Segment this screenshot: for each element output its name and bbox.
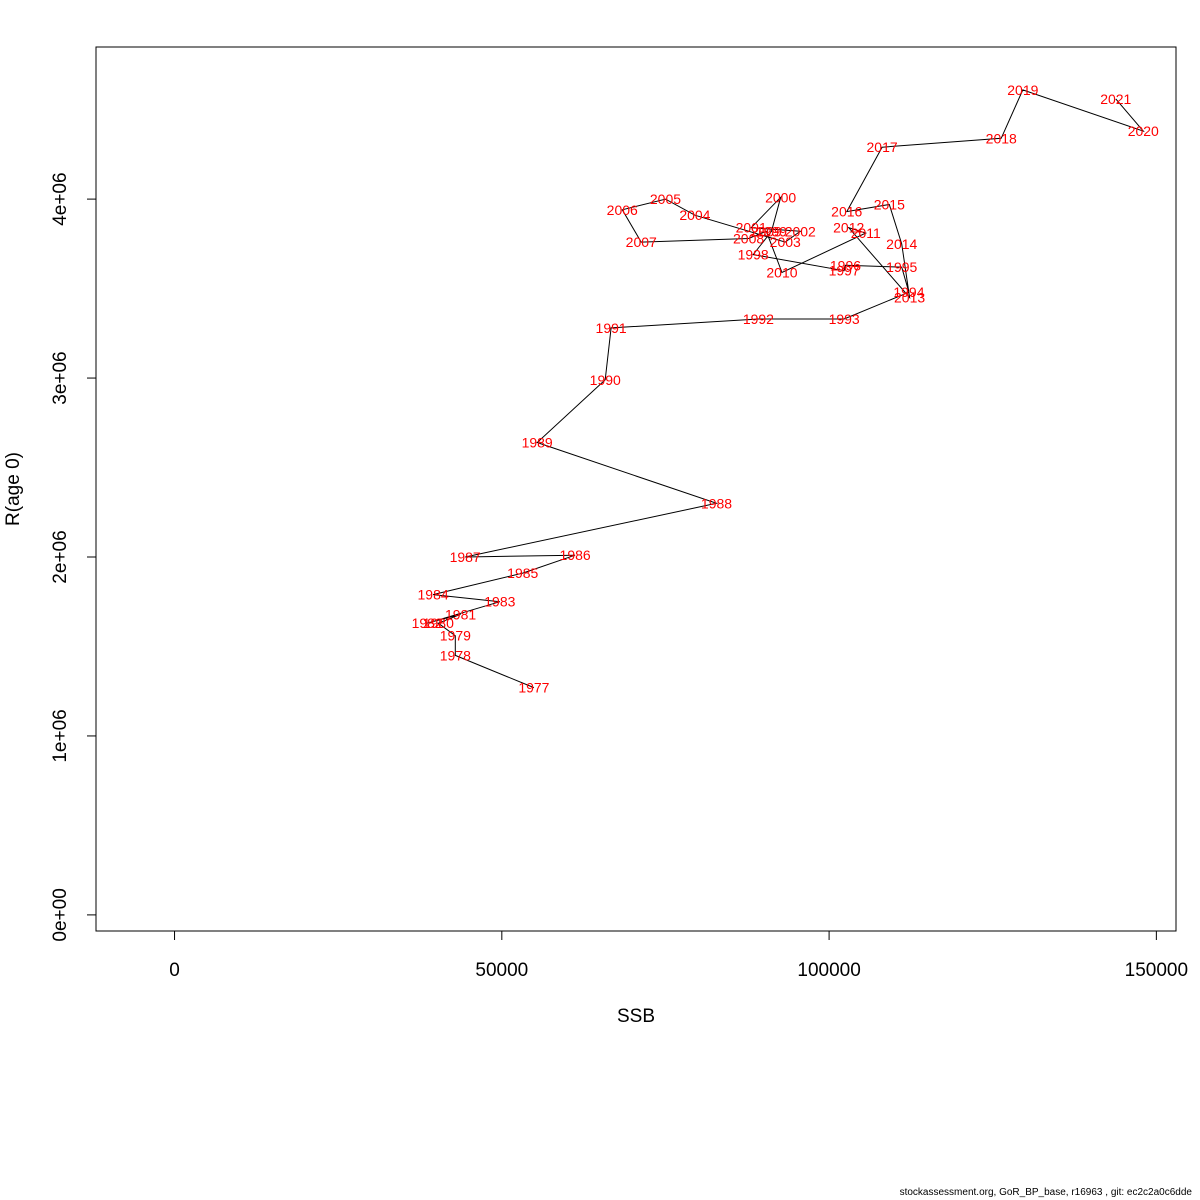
x-axis: 0 50000 100000 150000: [169, 930, 1188, 981]
point-label: 1993: [829, 311, 860, 327]
point-label: 1999: [756, 223, 787, 239]
point-label: 1992: [743, 311, 774, 327]
point-label: 2003: [770, 234, 801, 250]
point-label: 2016: [831, 204, 862, 220]
point-label: 1997: [829, 263, 860, 279]
point-label: 1986: [560, 547, 591, 563]
point-label: 1988: [701, 495, 732, 511]
x-tick-label: 50000: [475, 960, 528, 981]
point-label: 1995: [886, 259, 917, 275]
point-label: 1981: [445, 606, 476, 622]
y-tick-label: 0e+00: [50, 888, 71, 941]
point-label: 1998: [738, 247, 769, 263]
point-label: 2021: [1100, 91, 1131, 107]
y-tick-label: 4e+06: [50, 172, 71, 225]
point-label: 1980: [423, 615, 454, 631]
point-label: 1990: [590, 372, 621, 388]
point-label: 2019: [1007, 82, 1038, 98]
footer-caption: stockassessment.org, GoR_BP_base, r16963…: [899, 1187, 1192, 1198]
point-label: 1996: [830, 257, 861, 273]
point-label: 2007: [626, 234, 657, 250]
point-label: 1984: [418, 587, 449, 603]
point-label: 1979: [440, 628, 471, 644]
point-label: 2009: [751, 223, 782, 239]
y-axis: 0e+00 1e+06 2e+06 3e+06 4e+06: [50, 172, 97, 942]
point-label: 2013: [894, 290, 925, 306]
point-label: 1982: [412, 615, 443, 631]
point-label: 2004: [679, 207, 710, 223]
y-tick-label: 1e+06: [50, 709, 71, 762]
point-label: 2002: [785, 223, 816, 239]
point-label: 2015: [874, 196, 905, 212]
point-label: 2011: [851, 225, 881, 241]
point-label: 2001: [736, 220, 767, 236]
y-tick-label: 2e+06: [50, 530, 71, 583]
point-label: 2014: [886, 236, 917, 252]
y-tick-label: 3e+06: [50, 351, 71, 404]
point-label: 2006: [607, 202, 638, 218]
point-label: 1977: [518, 680, 549, 696]
point-label: 1987: [450, 549, 481, 565]
point-label: 1991: [596, 320, 627, 336]
point-label: 1989: [522, 434, 553, 450]
point-label: 2017: [867, 139, 898, 155]
point-label: 2018: [986, 130, 1017, 146]
point-label: 1994: [893, 284, 924, 300]
x-axis-title: SSB: [617, 1006, 655, 1027]
point-label: 2008: [733, 230, 764, 246]
point-label: 2005: [650, 191, 681, 207]
point-label: 2000: [765, 189, 796, 205]
point-label: 1978: [440, 647, 471, 663]
point-label: 2010: [766, 264, 797, 280]
x-tick-label: 150000: [1125, 960, 1188, 981]
point-label: 2012: [833, 220, 864, 236]
point-label: 2020: [1128, 123, 1159, 139]
series-line: [427, 89, 1145, 689]
y-axis-title: R(age 0): [3, 452, 24, 526]
x-tick-label: 100000: [797, 960, 860, 981]
plot-area-frame: [95, 46, 1177, 932]
point-label: 1985: [507, 565, 538, 581]
point-label: 1983: [484, 594, 515, 610]
x-tick-label: 0: [169, 960, 180, 981]
